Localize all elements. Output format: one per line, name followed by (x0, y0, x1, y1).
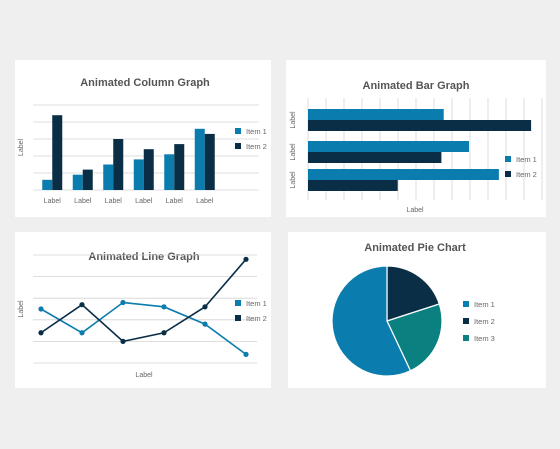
legend-swatch (463, 301, 469, 307)
legend-swatch (505, 171, 511, 177)
legend-label: Item 1 (246, 127, 267, 136)
horizontal-bar (308, 120, 532, 131)
data-point (120, 338, 126, 344)
legend-label: Item 3 (474, 334, 495, 343)
data-point (243, 351, 249, 357)
bar-graph: Animated Bar Graph Label Label Label Label I… (290, 80, 543, 214)
column-bar (133, 159, 144, 190)
column-bar (194, 128, 205, 190)
pie-slice (386, 265, 441, 322)
column-graph: Animated Column Graph Label Label Label Lab… (18, 77, 267, 205)
legend-label: Item 2 (246, 142, 267, 151)
x-tick-label: Label (166, 198, 184, 205)
data-point (161, 304, 167, 310)
data-point (161, 330, 167, 336)
horizontal-bar (308, 152, 442, 163)
legend-label: Item 1 (246, 299, 267, 308)
column-graph-title: Animated Column Graph (80, 77, 210, 89)
series-line (40, 301, 247, 356)
pie-slice (331, 265, 412, 377)
y-tick-label: Label (290, 143, 297, 161)
legend-swatch (463, 335, 469, 341)
data-point (79, 330, 85, 336)
column-bar (103, 164, 114, 190)
y-axis-label: Label (18, 138, 25, 156)
horizontal-bar (308, 109, 444, 120)
x-axis-label: Label (135, 372, 153, 379)
x-axis-label: Label (406, 207, 424, 214)
legend-swatch (505, 156, 511, 162)
column-bar (204, 133, 215, 190)
pie-slice (386, 303, 443, 372)
column-graph-card: Animated Column Graph Label Label Label Lab… (15, 60, 271, 217)
data-point (38, 306, 44, 312)
x-tick-label: Label (44, 198, 62, 205)
column-bar (72, 174, 83, 190)
horizontal-bar (308, 180, 398, 191)
legend-swatch (235, 143, 241, 149)
legend-swatch (463, 318, 469, 324)
column-bar (82, 169, 93, 190)
series-line (40, 258, 247, 343)
data-point (243, 256, 249, 262)
column-bar (52, 115, 63, 190)
legend-label: Item 1 (516, 155, 537, 164)
data-point (202, 321, 208, 327)
bar-graph-title: Animated Bar Graph (363, 80, 470, 92)
bar-graph-card: Animated Bar Graph Label Label Label Label I… (286, 60, 546, 217)
column-bar (174, 144, 185, 190)
line-graph: Animated Line Graph Label Label Item 1 Item… (18, 251, 267, 379)
data-point (120, 299, 126, 306)
column-bar (113, 139, 124, 190)
data-point (38, 330, 44, 336)
legend-label: Item 1 (474, 300, 495, 309)
legend-swatch (235, 128, 241, 134)
x-tick-label: Label (105, 198, 123, 205)
column-bar (143, 149, 154, 190)
x-tick-label: Label (135, 198, 153, 205)
x-tick-label: Label (196, 198, 214, 205)
pie-chart-card: Animated Pie Chart Item 1 Item 2 Item 3 (288, 232, 546, 388)
line-graph-title: Animated Line Graph (88, 251, 200, 263)
horizontal-bar (308, 169, 499, 180)
data-point (202, 304, 208, 310)
line-graph-card: Animated Line Graph Label Label Item 1 Item… (15, 232, 271, 388)
legend-label: Item 2 (246, 314, 267, 323)
y-axis-label: Label (18, 300, 25, 318)
data-point (79, 302, 85, 308)
y-tick-label: Label (290, 111, 297, 129)
pie-chart-title: Animated Pie Chart (364, 242, 466, 254)
y-tick-label: Label (290, 171, 297, 189)
pie-chart: Animated Pie Chart Item 1 Item 2 Item 3 (331, 242, 495, 377)
x-tick-label: Label (74, 198, 92, 205)
legend-swatch (235, 315, 241, 321)
legend-swatch (235, 300, 241, 306)
column-bar (42, 179, 53, 190)
legend-label: Item 2 (474, 317, 495, 326)
legend-label: Item 2 (516, 170, 537, 179)
horizontal-bar (308, 141, 469, 152)
column-bar (164, 154, 175, 190)
